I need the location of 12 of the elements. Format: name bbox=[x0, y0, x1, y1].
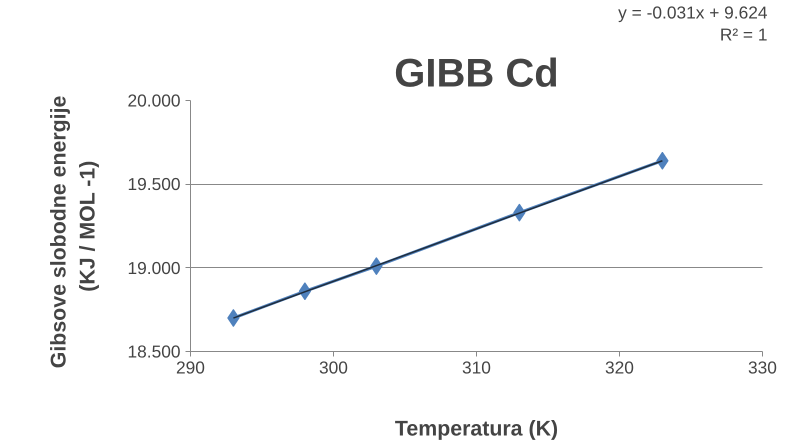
y-tick-label: 19.500 bbox=[128, 174, 180, 194]
text: y = -0.031x + 9.624 bbox=[618, 2, 768, 22]
x-tick-label: 310 bbox=[462, 358, 491, 378]
x-tick-label: 320 bbox=[605, 358, 634, 378]
chart-title: GIBB Cd bbox=[394, 52, 559, 96]
y-tick-label: 20.000 bbox=[128, 90, 180, 110]
x-tick-label: 330 bbox=[748, 358, 777, 378]
x-axis-title: Temperatura (K) bbox=[394, 416, 558, 440]
y-axis-title: Gibsove slobodne energije (KJ / MOL -1) bbox=[46, 95, 100, 368]
y-tick-label: 19.000 bbox=[128, 258, 180, 278]
text: R² = 1 bbox=[720, 24, 768, 44]
x-tick-label: 300 bbox=[319, 358, 348, 378]
